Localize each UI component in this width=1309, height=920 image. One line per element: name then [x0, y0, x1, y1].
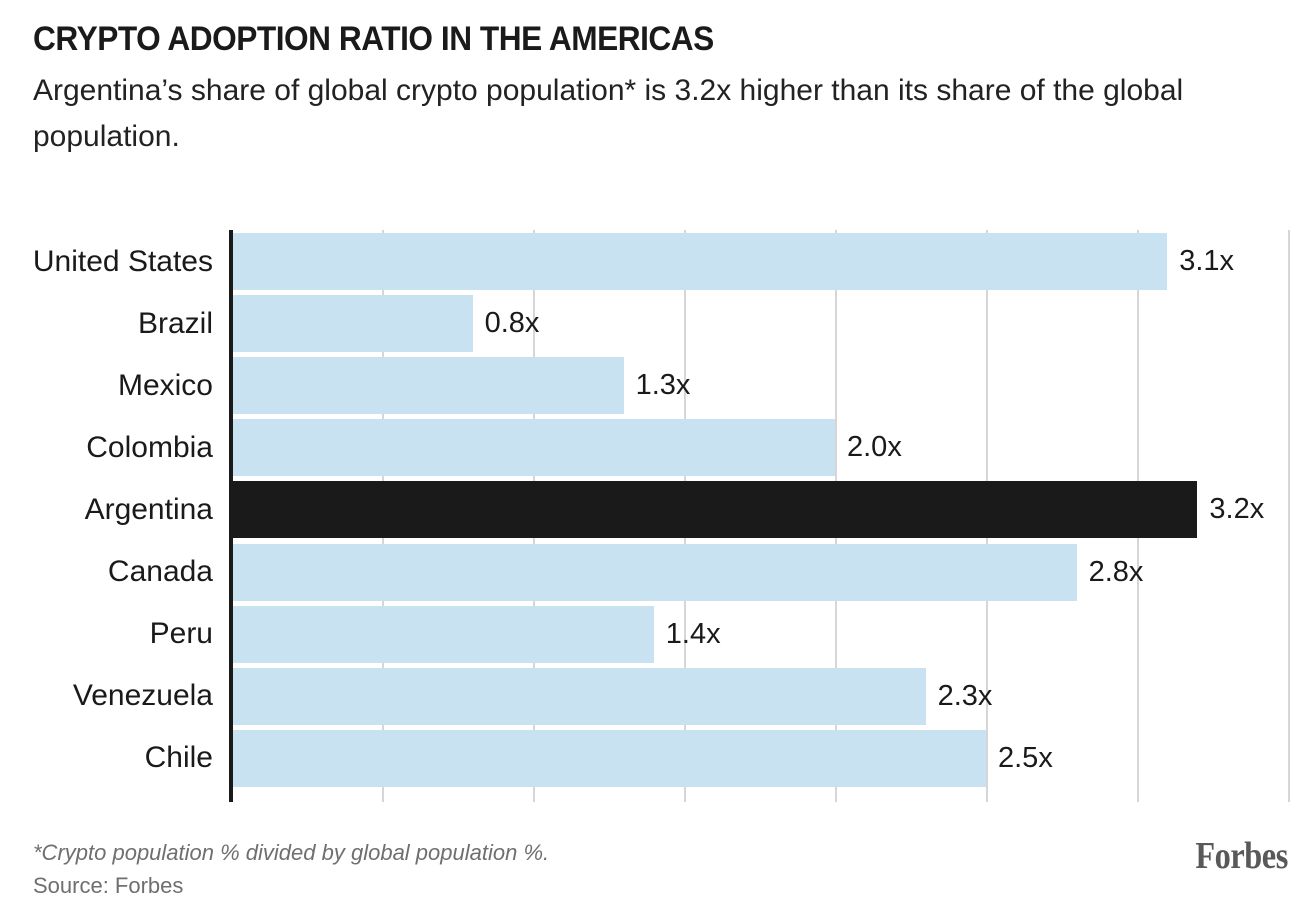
y-axis-line: [229, 230, 233, 802]
bar: [233, 233, 1168, 290]
forbes-logo: Forbes: [1195, 835, 1288, 877]
value-label: 2.0x: [847, 431, 902, 464]
category-label: Mexico: [117, 368, 213, 402]
bar: [233, 295, 473, 353]
value-label: 2.5x: [998, 741, 1053, 774]
bar: [233, 605, 654, 663]
category-label: United States: [32, 244, 213, 278]
category-labels: United States Brazil Mexico Colombia Argenti…: [0, 230, 213, 802]
bar-highlighted: [233, 481, 1198, 539]
footnote: *Crypto population % divided by global p…: [33, 840, 550, 865]
category-label: Brazil: [137, 306, 213, 340]
plot-area: 3.1x 0.8x 1.3x 2.0x 3.2x 2.8x 1.4x 2.3x 2.5x: [229, 230, 1309, 802]
bar: [233, 419, 835, 477]
bar: [233, 667, 926, 725]
value-label: 3.2x: [1209, 493, 1265, 526]
category-label: Chile: [144, 741, 213, 775]
category-label: Peru: [149, 617, 213, 651]
category-label: Colombia: [86, 430, 213, 464]
value-label: 2.3x: [937, 679, 993, 712]
bar-chart: United States Brazil Mexico Colombia Argenti…: [0, 230, 1309, 802]
category-label: Canada: [107, 555, 213, 588]
chart-subtitle: Argentina’s share of global crypto popul…: [33, 74, 1184, 153]
bar: [233, 729, 986, 787]
category-label: Venezuela: [72, 679, 213, 713]
bar: [233, 357, 624, 415]
value-label: 0.8x: [484, 307, 540, 340]
gridline: [1288, 230, 1290, 802]
value-label: 3.1x: [1179, 245, 1235, 277]
chart-title: CRYPTO ADOPTION RATIO IN THE AMERICAS: [33, 20, 714, 58]
source-credit: Source: Forbes: [33, 873, 184, 898]
category-label: Argentina: [84, 492, 213, 526]
bar: [233, 543, 1077, 601]
value-label: 1.4x: [665, 617, 721, 650]
value-label: 2.8x: [1088, 555, 1144, 588]
value-label: 1.3x: [635, 369, 691, 402]
